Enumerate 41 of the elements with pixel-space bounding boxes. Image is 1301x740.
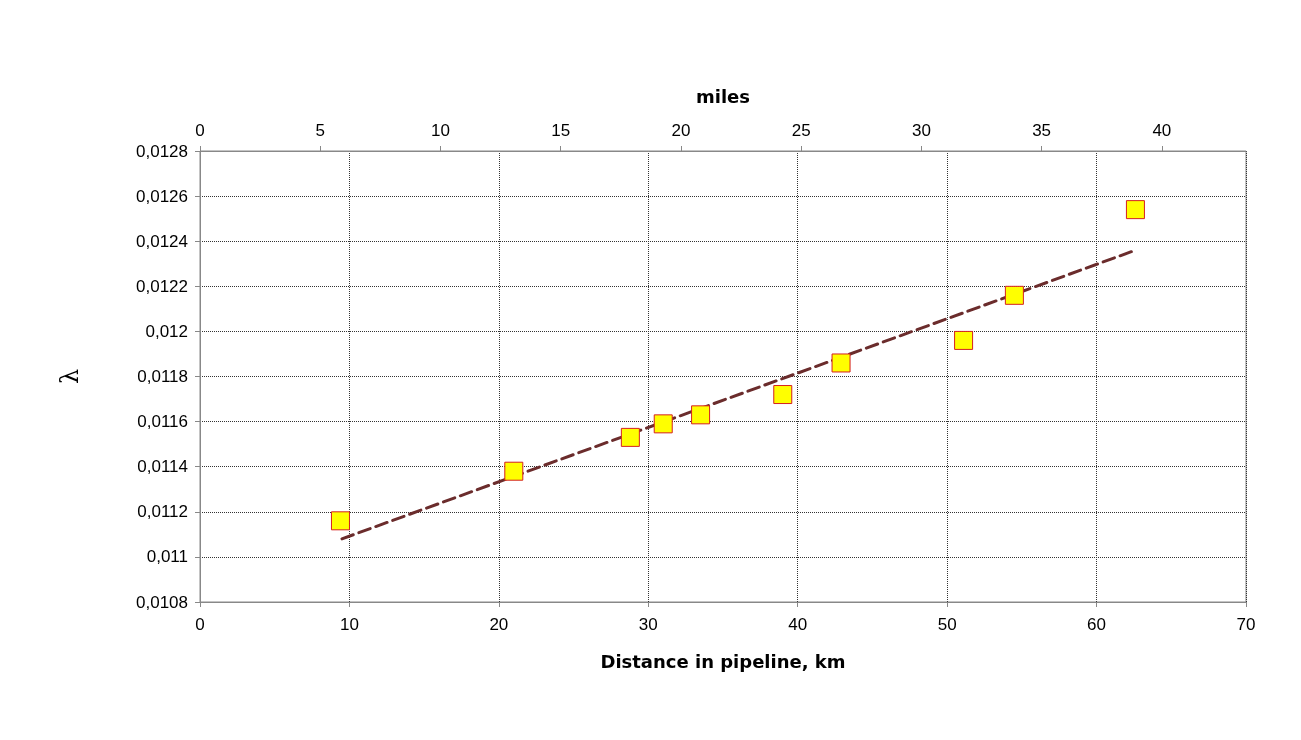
x2-tick-label: 25 [791, 121, 811, 140]
x-tick-label: 10 [339, 615, 359, 634]
point [620, 427, 640, 447]
point [831, 353, 851, 373]
x2-tick-label: 35 [1032, 121, 1052, 140]
y-tick-label: 0,0108 [136, 592, 188, 612]
x2-tick-label: 5 [315, 121, 325, 140]
y-tick-label: 0,0116 [137, 412, 188, 432]
x-tick-label: 20 [489, 615, 509, 634]
y-tick-label: 0,0128 [136, 141, 188, 161]
x2-tick-label: 10 [431, 121, 450, 140]
point [954, 330, 974, 350]
y-axis-title: λ [56, 368, 84, 385]
x2-tick-label: 20 [671, 121, 691, 140]
x2-tick-label: 15 [551, 121, 571, 140]
x2-tick-label: 0 [195, 121, 205, 140]
x-tick-label: 50 [937, 615, 957, 634]
x-tick-label: 60 [1087, 615, 1107, 634]
point [504, 461, 524, 481]
y-tick-label: 0,0122 [136, 276, 188, 296]
x-tick-label: 40 [788, 615, 808, 634]
x2-tick-label: 30 [911, 121, 931, 140]
y-tick-label: 0,0118 [137, 367, 188, 386]
point [773, 385, 793, 405]
x-tick-label: 30 [638, 615, 658, 634]
x-tick-label: 70 [1236, 615, 1256, 634]
point [1125, 200, 1145, 220]
y-tick-label: 0,0114 [137, 457, 188, 477]
point [330, 511, 350, 531]
x2-tick-label: 40 [1152, 121, 1172, 140]
y-tick-label: 0,0126 [136, 186, 188, 206]
point [691, 405, 711, 425]
x-tick-label: 0 [195, 615, 205, 634]
point [653, 414, 673, 434]
y-tick-label: 0,012 [145, 321, 188, 341]
y-tick-label: 0,0112 [137, 502, 188, 522]
y-tick-label: 0,011 [146, 547, 188, 567]
y-tick-label: 0,0124 [136, 231, 188, 251]
point [1004, 285, 1024, 305]
x2-axis-title: miles [695, 85, 751, 107]
x-axis-title: Distance in pipeline, km [600, 650, 846, 672]
